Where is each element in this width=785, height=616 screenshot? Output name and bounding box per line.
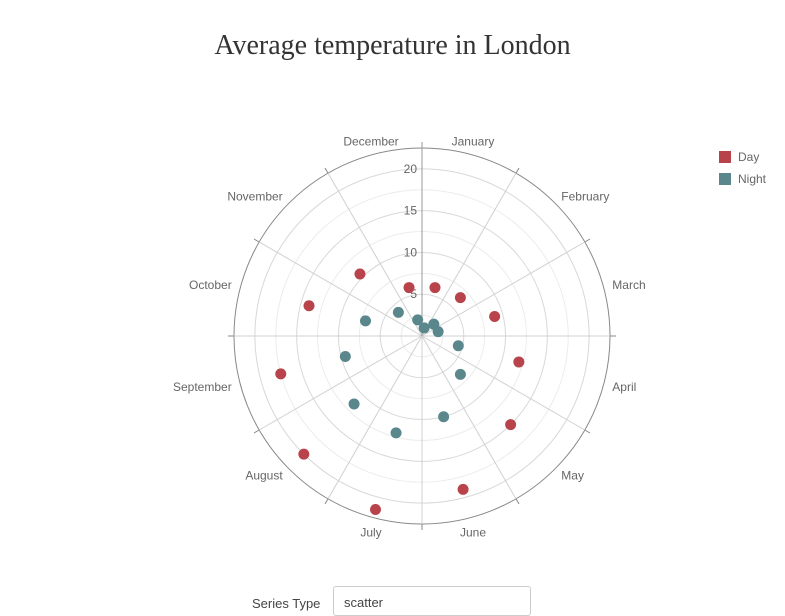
radial-tick-label: 15 [404,204,418,218]
category-label: November [227,190,282,204]
data-point-night [392,306,404,318]
spoke-line [327,172,423,337]
data-point-day [298,448,310,460]
data-point-night [390,427,402,439]
legend-label-day: Day [738,150,760,164]
data-point-night [360,315,372,327]
spoke-line [421,335,586,431]
category-label: July [360,525,381,539]
spoke-line [327,335,423,500]
series-type-select[interactable]: scatter [333,586,531,616]
category-label: December [343,135,398,149]
spoke-line [258,335,423,431]
grid-layer [228,142,616,530]
series-type-label: Series Type [252,596,321,611]
data-point-day [275,368,287,380]
data-point-day [457,483,469,495]
data-point-layer [275,268,525,516]
outer-tick [515,498,520,505]
data-point-night [452,340,464,352]
data-point-day [303,300,315,312]
data-point-day [489,311,501,323]
data-point-night [432,326,444,338]
data-point-night [339,351,351,363]
radial-tick-label: 20 [404,162,418,176]
outer-tick [584,429,591,434]
data-point-day [403,282,415,294]
spoke-line [421,335,517,500]
data-point-day [454,292,466,304]
data-point-night [348,398,360,410]
tick-label-layer: 5 10 15 20 January February March April May June J… [173,135,646,540]
data-point-night [454,368,466,380]
data-point-day [354,268,366,280]
category-label: October [189,278,232,292]
spoke-line [421,241,586,337]
radial-tick-label: 5 [410,287,417,301]
data-point-night [438,411,450,423]
data-point-day [429,282,441,294]
legend-swatch-night [719,173,731,185]
outer-tick [324,498,329,505]
legend-item-night[interactable]: Night [719,168,766,190]
outer-tick [253,238,260,243]
outer-tick [324,167,329,174]
category-label: May [561,468,584,482]
outer-tick [584,238,591,243]
category-label: April [612,380,636,394]
category-label: February [561,190,609,204]
legend-label-night: Night [738,172,767,186]
category-label: August [245,468,283,482]
data-point-day [505,419,517,431]
spoke-line [258,241,423,337]
radial-tick-label: 10 [404,245,418,259]
data-point-day [370,504,382,516]
legend-item-day[interactable]: Day [719,146,766,168]
spoke-line [421,172,517,337]
chart-title: Average temperature in London [214,30,571,61]
category-label: January [452,135,495,149]
data-point-night [418,322,430,334]
polar-chart: 5 10 15 20 January February March April May June J… [173,135,646,540]
category-label: June [460,525,486,539]
legend-swatch-day [719,151,731,163]
outer-tick [253,429,260,434]
outer-tick [515,167,520,174]
category-label: March [612,278,645,292]
category-label: September [173,380,232,394]
legend: Day Night [719,146,766,190]
data-point-night [412,314,424,326]
data-point-day [513,356,525,368]
